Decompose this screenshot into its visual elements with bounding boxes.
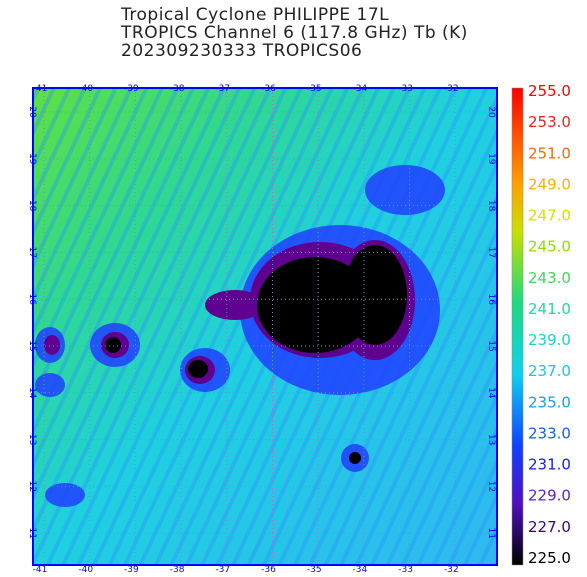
colorbar-label: 245.0 — [528, 238, 571, 256]
image-field — [33, 88, 497, 565]
title-line: TROPICS Channel 6 (117.8 GHz) Tb (K) — [120, 23, 468, 43]
colorbar-label: 237.0 — [528, 362, 571, 380]
lon-label: -36 — [261, 565, 276, 575]
lon-label: -39 — [124, 565, 139, 575]
colorbar-label: 249.0 — [528, 175, 571, 193]
lon-label: -35 — [307, 565, 322, 575]
lon-label: -32 — [444, 565, 459, 575]
title-line: 202309230333 TROPICS06 — [121, 41, 362, 61]
colorbar-label: 241.0 — [528, 300, 571, 318]
colorbar-label: 253.0 — [528, 113, 571, 131]
lat-label: 15 — [486, 340, 496, 351]
lat-label: 20 — [486, 106, 496, 118]
lat-label: 19 — [486, 153, 496, 165]
colorbar-label: 229.0 — [528, 487, 571, 505]
colorbar-label: 235.0 — [528, 393, 571, 411]
lon-label: -38 — [170, 565, 185, 575]
lon-label: -33 — [398, 565, 413, 575]
colorbar-label: 225.0 — [528, 549, 571, 567]
page: -41-41-40-40-39-39-38-38-37-37-36-36-35-… — [0, 0, 587, 577]
lat-label: 17 — [486, 247, 496, 258]
lon-label: -37 — [215, 565, 230, 575]
colorbar-label: 247.0 — [528, 207, 571, 225]
lat-label: 12 — [486, 481, 496, 492]
lat-label: 14 — [486, 387, 496, 399]
lat-label: 13 — [486, 434, 496, 445]
lat-label: 16 — [486, 293, 496, 305]
lat-label: 18 — [486, 200, 496, 212]
colorbar-label: 251.0 — [528, 144, 571, 162]
map-figure: -41-41-40-40-39-39-38-38-37-37-36-36-35-… — [0, 0, 587, 577]
colorbar-label: 239.0 — [528, 331, 571, 349]
lon-label: -41 — [33, 565, 48, 575]
colorbar-label: 233.0 — [528, 424, 571, 442]
lat-label: 11 — [486, 527, 496, 538]
colorbar-label: 231.0 — [528, 456, 571, 474]
lon-label: -34 — [353, 565, 368, 575]
colorbar-label: 255.0 — [528, 82, 571, 100]
colorbar-label: 243.0 — [528, 269, 571, 287]
title-line: Tropical Cyclone PHILIPPE 17L — [120, 5, 389, 25]
lon-label: -40 — [78, 565, 93, 575]
colorbar-label: 227.0 — [528, 518, 571, 536]
colorbar — [512, 88, 523, 565]
